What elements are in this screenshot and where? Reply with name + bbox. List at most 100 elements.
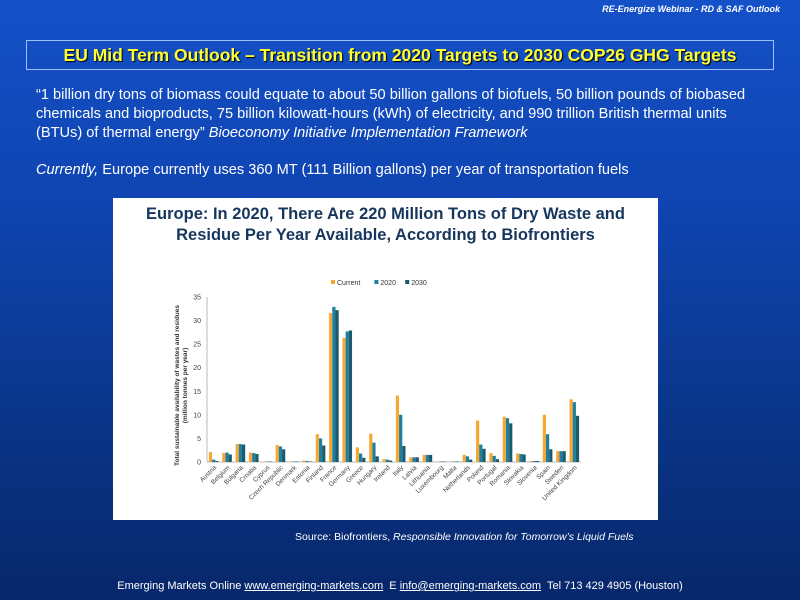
source-title: Responsible Innovation for Tomorrow’s Li… [393,531,634,543]
bar-current [248,452,253,462]
bar-current [569,399,573,462]
quote-paragraph: “1 billion dry tons of biomass could equ… [36,86,776,143]
bar-2030 [562,451,566,462]
legend-swatch [331,280,335,284]
legend-swatch [405,280,410,284]
bar-current [208,452,213,462]
bar-2020 [519,453,523,462]
bar-current [329,313,333,462]
bar-2030 [549,449,553,462]
y-tick-label: 15 [193,389,201,396]
slide-title: EU Mid Term Outlook – Transition from 20… [63,44,737,65]
bar-2030 [241,444,246,462]
bar-current [302,460,306,462]
bar-2030 [428,454,433,462]
bar-2020 [305,461,309,462]
bar-2020 [532,461,536,462]
legend-label: Current [337,280,360,287]
y-tick-label: 0 [197,460,201,467]
footer: Emerging Markets Online www.emerging-mar… [0,580,800,592]
bar-2020 [385,459,389,462]
bar-2020 [399,414,403,462]
bar-current [222,453,226,462]
bar-2020 [238,444,242,462]
bar-2030 [348,330,353,462]
header-caption: RE-Energize Webinar - RD & SAF Outlook [602,4,780,14]
bar-2020 [212,459,216,462]
current-prefix: Currently, [36,162,99,178]
quote-text: “1 billion dry tons of biomass could equ… [36,87,746,141]
bar-current [235,444,239,462]
y-tick-label: 5 [197,436,201,443]
bar-current [489,453,493,462]
bar-current [502,416,506,462]
bar-2030 [215,461,219,462]
bar-current [529,461,533,462]
bar-current [462,454,466,462]
bar-2020 [345,331,349,462]
bar-2030 [575,415,580,462]
bar-current [395,395,400,462]
bar-2020 [546,434,550,462]
bar-2030 [415,457,419,462]
y-tick-label: 35 [193,295,201,302]
bar-2020 [479,444,483,462]
bar-2030 [322,445,326,462]
bar-2020 [505,418,510,462]
bar-current [409,457,413,462]
bar-2030 [255,453,259,462]
y-tick-label: 10 [193,412,201,419]
bar-2020 [332,306,336,462]
footer-prefix: Emerging Markets Online [117,580,245,592]
chart-title: Europe: In 2020, There Are 220 Million T… [146,205,625,244]
y-tick-label: 20 [193,365,201,372]
y-tick-label: 25 [193,342,201,349]
bar-current [355,447,360,462]
current-usage-text: Currently, Europe currently uses 360 MT … [36,162,629,178]
bar-2030 [388,460,393,462]
bar-2020 [492,455,496,462]
legend-label: 2020 [380,280,396,287]
quote-source: Bioeconomy Initiative Implementation Fra… [208,125,528,141]
bar-2030 [362,457,366,462]
bar-2030 [375,456,379,462]
bar-2020 [412,457,416,462]
bar-current [382,459,386,462]
y-axis-title-line1: Total sustainable availability of wastes… [174,305,181,466]
legend-label: 2030 [411,280,427,287]
email-link[interactable]: info@emerging-markets.com [399,580,542,592]
y-axis-title-line2: (million tonnes per year) [182,348,189,424]
bar-2020 [278,446,283,462]
source-prefix: Source: Biofrontiers, [295,531,394,543]
bar-current [422,454,426,462]
bar-2030 [535,461,540,462]
bar-2020 [318,438,323,462]
bar-2020 [572,402,576,462]
source-citation: Source: Biofrontiers, Responsible Innova… [295,531,634,543]
slide-title-box: EU Mid Term Outlook – Transition from 20… [26,40,774,70]
bar-2020 [359,453,363,462]
website-link[interactable]: www.emerging-markets.com [244,580,384,592]
bar-2030 [469,459,473,462]
bar-chart: Current 2020 2030 0 5 10 15 20 25 30 35 Total susta… [174,280,581,502]
y-tick-label: 30 [193,318,201,325]
bar-current [476,420,480,462]
bar-current [275,445,279,462]
bar-2020 [559,451,563,462]
phone-text: Tel 713 429 4905 (Houston) [541,580,683,592]
email-prefix: E [383,580,400,592]
bar-2030 [522,454,526,462]
bar-current [315,434,319,462]
bar-2030 [402,445,406,462]
bar-current [516,453,520,462]
current-body: Europe currently uses 360 MT (111 Billio… [98,162,629,178]
bar-2020 [425,454,429,462]
bar-current [542,414,547,462]
bar-current [556,451,560,462]
bar-2030 [282,449,286,462]
bar-current [369,433,373,462]
bar-2020 [252,453,256,462]
bar-current [342,338,346,462]
bar-2020 [465,456,470,462]
legend-swatch [374,280,379,284]
